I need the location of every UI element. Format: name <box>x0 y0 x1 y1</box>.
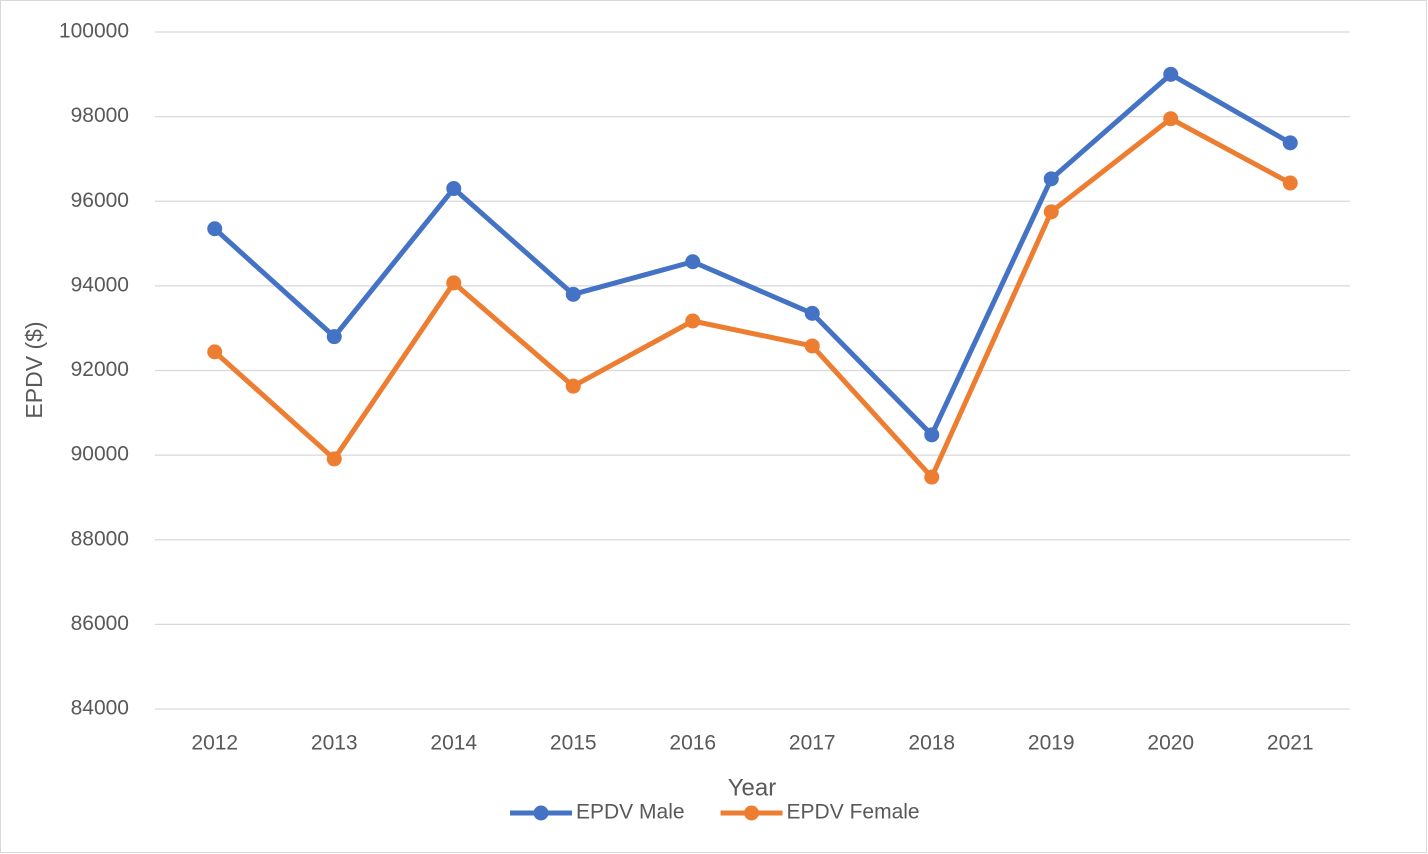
data-point <box>1282 175 1298 191</box>
data-point <box>924 469 940 485</box>
y-tick-label: 86000 <box>71 612 129 635</box>
x-tick-label: 2018 <box>908 732 955 755</box>
y-axis-label: EPDV ($) <box>21 321 47 418</box>
data-point <box>207 221 223 237</box>
y-tick-label: 96000 <box>71 189 129 212</box>
data-point <box>446 275 462 291</box>
y-tick-label: 98000 <box>71 104 129 127</box>
x-tick-label: 2020 <box>1147 732 1194 755</box>
data-point <box>924 427 940 443</box>
legend-label: EPDV Male <box>576 801 685 824</box>
data-point <box>565 378 581 394</box>
data-point <box>1043 171 1059 187</box>
series-line <box>213 71 1292 438</box>
x-tick-label: 2017 <box>789 732 836 755</box>
data-point <box>565 286 581 302</box>
legend-marker <box>744 805 760 821</box>
data-point <box>446 181 462 197</box>
data-point <box>685 313 701 329</box>
data-point <box>685 254 701 270</box>
x-tick-label: 2021 <box>1267 732 1314 755</box>
data-point <box>804 305 820 321</box>
legend-label: EPDV Female <box>787 801 920 824</box>
data-point <box>1163 111 1179 127</box>
data-point <box>326 451 342 467</box>
data-point <box>326 329 342 345</box>
data-point <box>207 344 223 360</box>
data-point <box>1282 135 1298 151</box>
data-point <box>804 338 820 354</box>
x-tick-label: 2016 <box>669 732 716 755</box>
y-tick-label: 84000 <box>71 697 129 720</box>
x-tick-label: 2013 <box>311 732 358 755</box>
series-line <box>213 116 1292 480</box>
y-tick-label: 100000 <box>59 20 129 43</box>
y-tick-label: 92000 <box>71 358 129 381</box>
legend-marker <box>533 805 549 821</box>
y-tick-label: 90000 <box>71 443 129 466</box>
x-tick-label: 2019 <box>1028 732 1075 755</box>
x-tick-label: 2012 <box>191 732 238 755</box>
data-point <box>1043 204 1059 220</box>
data-point <box>1163 66 1179 82</box>
x-axis-label: Year <box>728 774 777 801</box>
y-tick-label: 88000 <box>71 527 129 550</box>
x-tick-label: 2015 <box>550 732 597 755</box>
x-tick-label: 2014 <box>430 732 477 755</box>
y-tick-label: 94000 <box>71 273 129 296</box>
